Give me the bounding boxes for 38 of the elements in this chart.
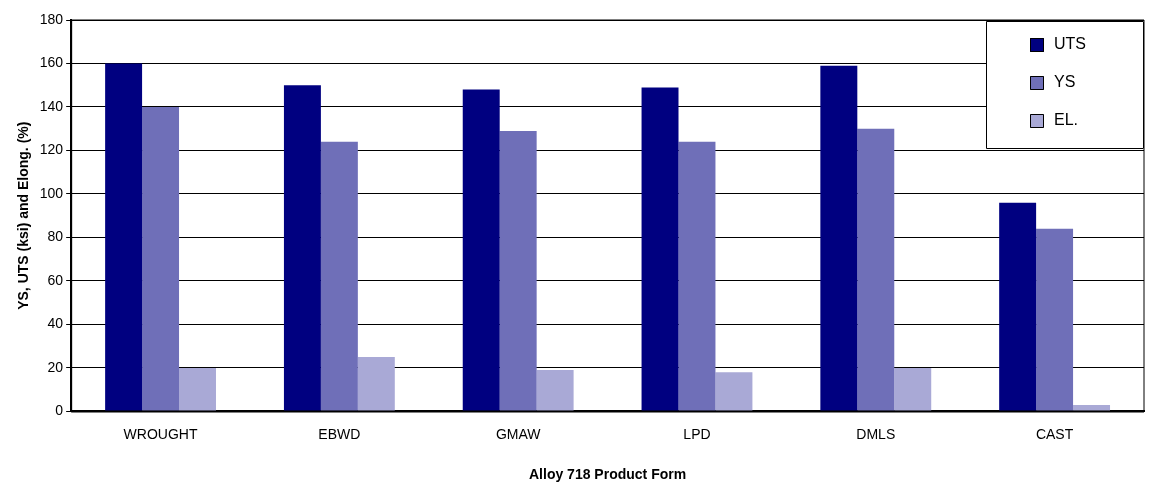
bar [641, 87, 679, 411]
x-tick-label: CAST [1035, 425, 1074, 442]
bar [357, 357, 395, 411]
bar [462, 89, 500, 411]
bar [678, 141, 716, 411]
bar [283, 85, 321, 411]
y-tick-label: 0 [55, 402, 64, 419]
x-tick-label: GMAW [495, 425, 542, 442]
bar [857, 128, 895, 411]
x-tick-label: LPD [683, 425, 711, 442]
legend-label: EL. [1054, 111, 1079, 129]
y-tick-label: 180 [39, 10, 64, 27]
legend-label: YS [1054, 73, 1076, 91]
bar [536, 370, 574, 411]
bar [715, 372, 753, 411]
bar [320, 141, 358, 411]
legend-label: UTS [1054, 35, 1086, 53]
bar [1036, 228, 1074, 411]
y-tick-label: 40 [47, 315, 64, 332]
x-tick-label: DMLS [856, 425, 896, 442]
bar [999, 202, 1037, 411]
bar [179, 367, 216, 411]
x-axis-title: Alloy 718 Product Form [529, 466, 687, 483]
y-tick-label: 60 [47, 271, 64, 288]
y-tick-label: 80 [47, 228, 64, 245]
y-tick-label: 140 [39, 97, 64, 114]
x-tick-label: WROUGHT [123, 425, 198, 442]
y-axis-title: YS, UTS (ksi) and Elong. (%) [15, 121, 32, 310]
y-tick-label: 20 [47, 358, 64, 375]
bar [105, 63, 143, 411]
bar [894, 367, 932, 411]
bar [820, 65, 858, 411]
bar [142, 106, 180, 411]
x-tick-label: EBWD [318, 425, 361, 442]
y-tick-label: 120 [39, 141, 64, 158]
y-tick-label: 160 [39, 54, 64, 71]
y-tick-label: 100 [39, 184, 64, 201]
bar [499, 130, 537, 411]
